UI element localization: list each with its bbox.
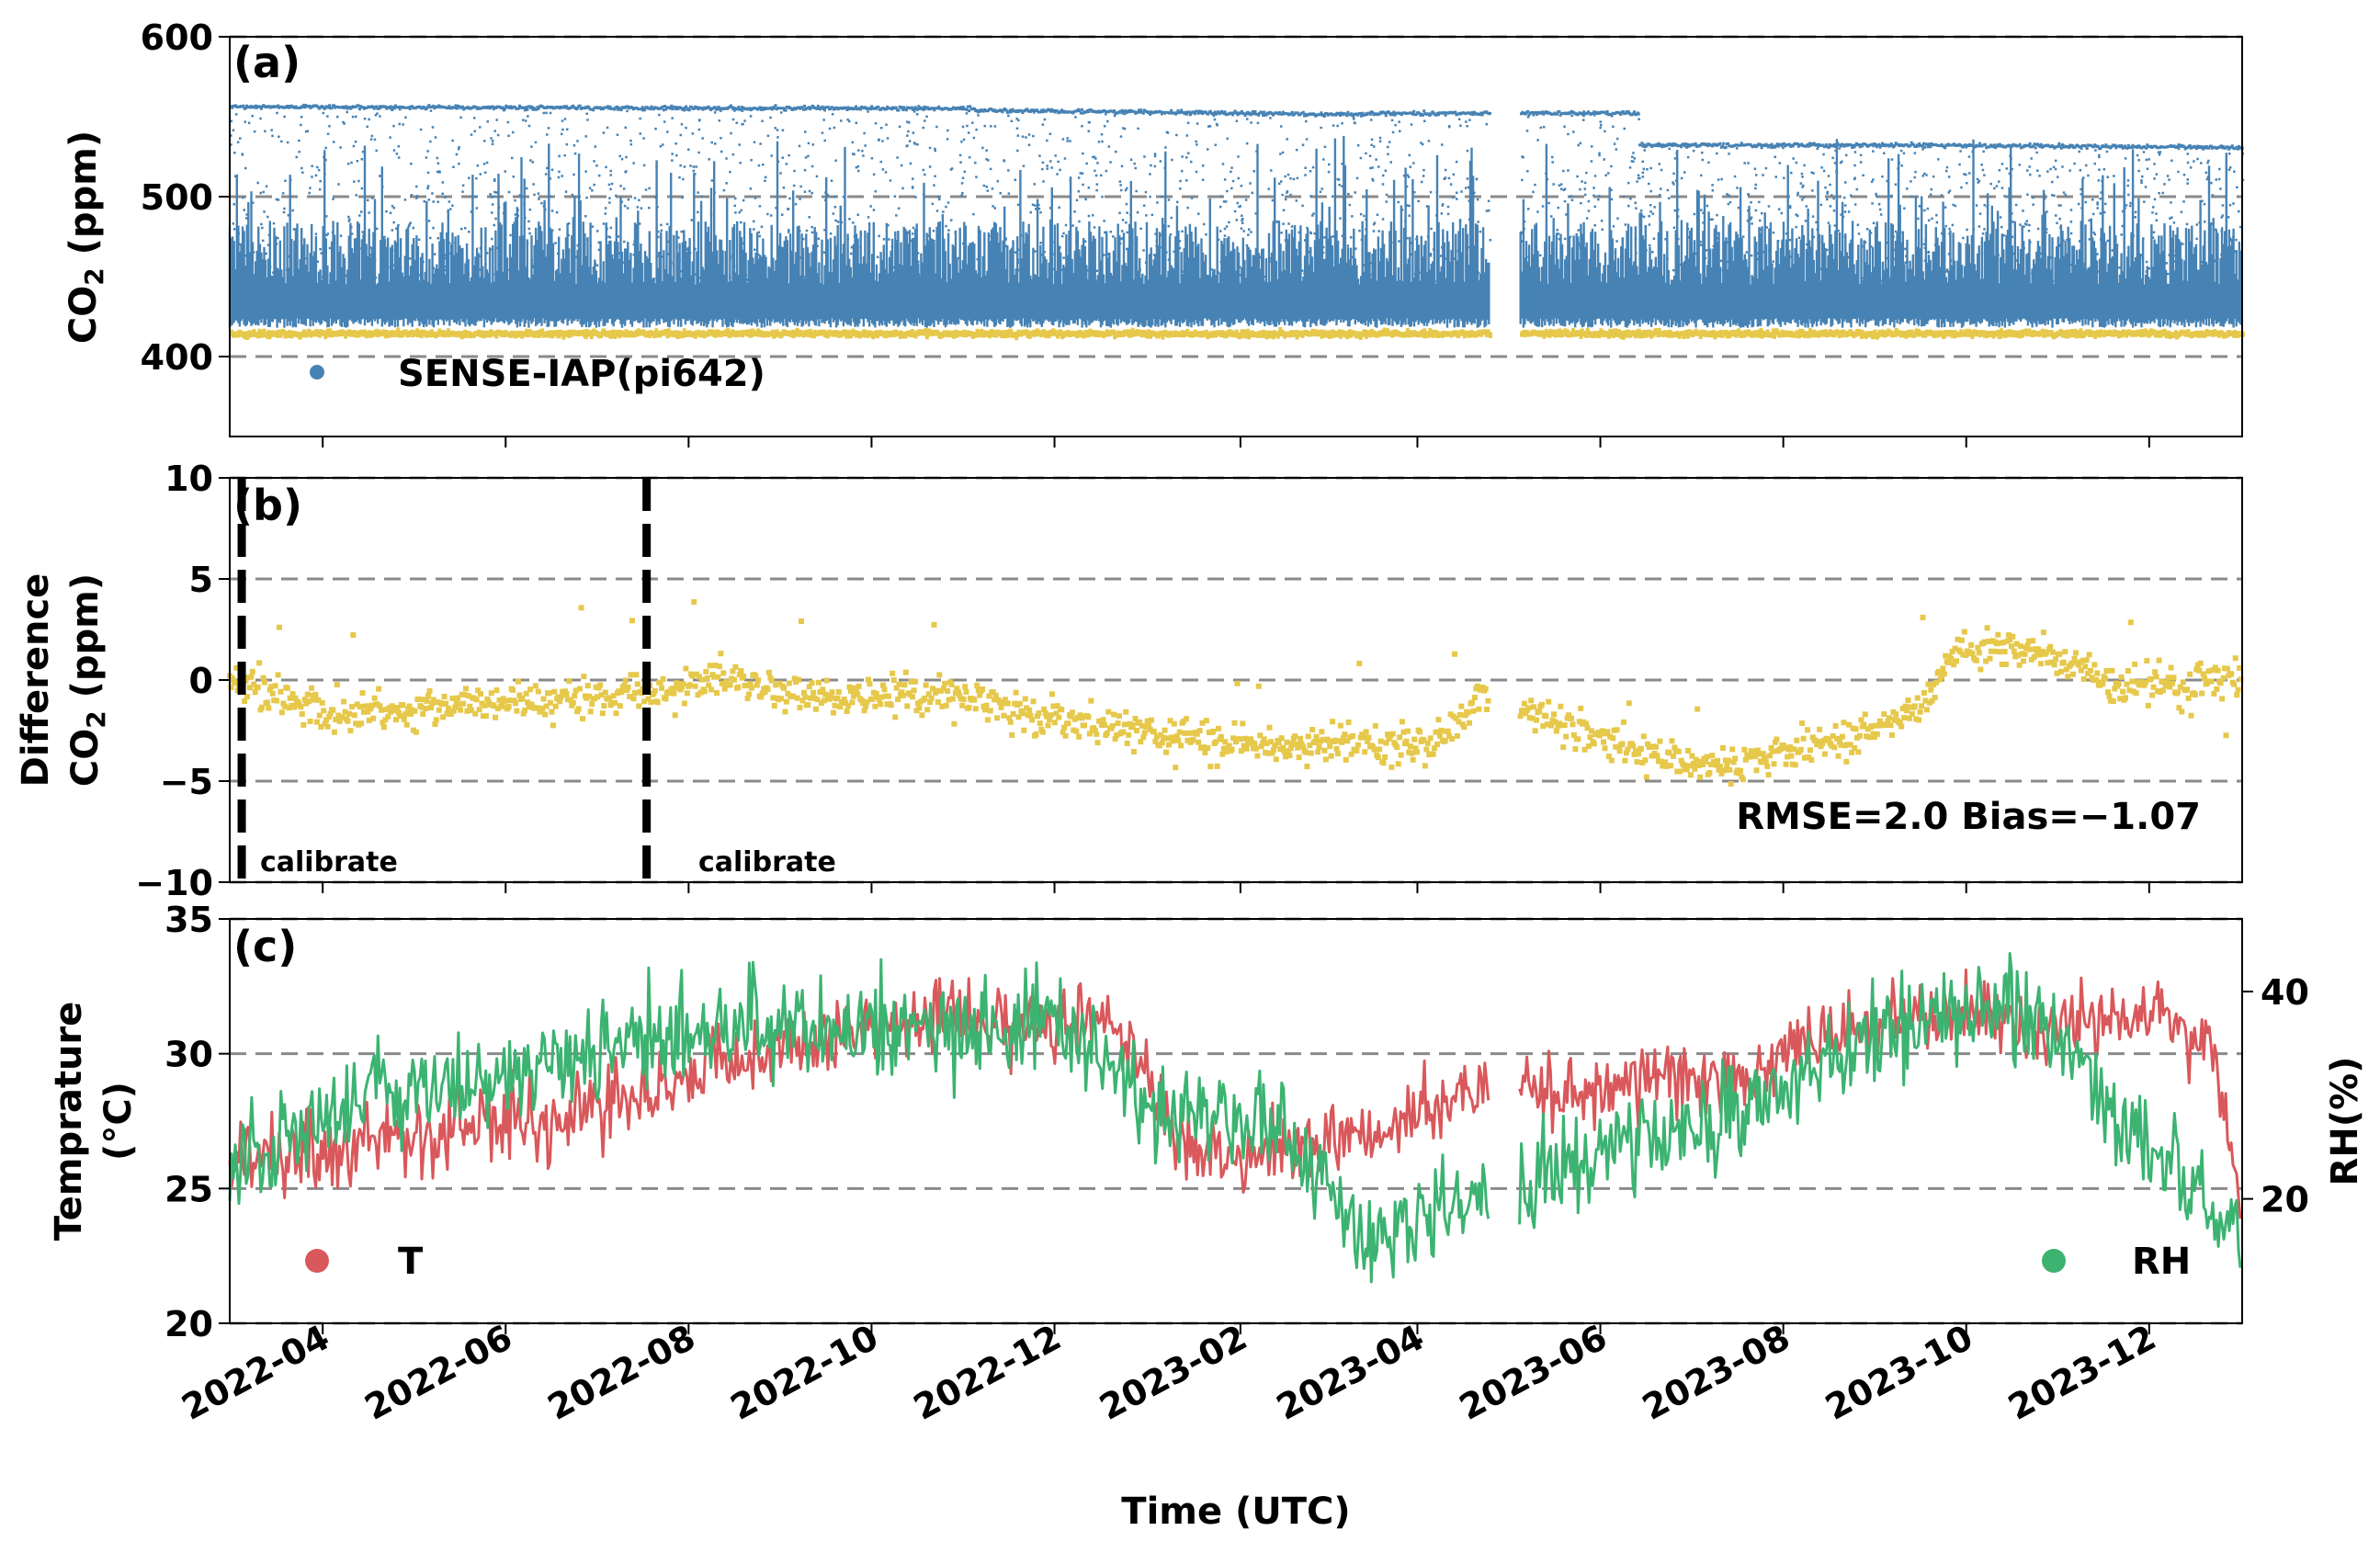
ytick-label: −10	[135, 863, 213, 903]
ytick-label: 10	[164, 459, 213, 499]
panel-b: −10 −5 0 5 10 (b) calibrate calibrate RMSE=2…	[15, 459, 2244, 903]
panel-c-xticks: 2022-04 2022-06 2022-08 2022-10 2022-12 2023-…	[176, 1317, 2162, 1428]
panel-a-xtick-marks	[322, 437, 2150, 448]
xtick-label: 2023-06	[1453, 1317, 1614, 1428]
ytick-label: 30	[164, 1035, 213, 1075]
panel-a-data	[228, 103, 2245, 341]
legend-marker-rh	[2042, 1249, 2066, 1273]
series-sense-upper	[230, 103, 2244, 151]
panel-c-ylabel-line1: Temprature	[48, 1002, 90, 1242]
panel-a-ylabel: CO2 (ppm)	[62, 130, 109, 344]
series-sense-points	[230, 106, 2245, 295]
panel-a: 400 500 600 (a) CO2 (ppm) SENSE-IAP(pi642)	[62, 17, 2245, 448]
ytick-label: 0	[189, 661, 213, 701]
xtick-label: 2023-02	[1093, 1317, 1253, 1428]
xtick-label: 2022-12	[907, 1317, 1068, 1428]
panel-c-frame	[229, 918, 2243, 1324]
ytick-label: 5	[189, 560, 213, 600]
ytick-label-right: 20	[2261, 1180, 2309, 1220]
xtick-label: 2022-06	[358, 1317, 519, 1428]
ytick-label: 500	[141, 177, 213, 218]
calibrate-label-1: calibrate	[260, 846, 398, 879]
ytick-label: 400	[141, 337, 213, 378]
panel-a-frame	[229, 36, 2243, 437]
panel-c-ylabel-line2: (°C)	[97, 1082, 140, 1161]
panel-c-label: (c)	[233, 922, 297, 971]
panel-a-background	[230, 37, 2242, 437]
stats-annotation: RMSE=2.0 Bias=−1.07	[1736, 796, 2201, 838]
xtick-label: 2023-12	[2001, 1317, 2162, 1428]
panel-a-label: (a)	[233, 38, 300, 87]
x-axis-label: Time (UTC)	[1121, 1491, 1350, 1533]
legend-label-t: T	[398, 1241, 424, 1283]
panel-a-yticks: 400 500 600	[141, 17, 230, 378]
legend-marker-sense	[310, 365, 324, 380]
xtick-label: 2022-10	[724, 1317, 885, 1428]
panel-b-ylabel-line2: CO2 (ppm)	[64, 573, 111, 787]
legend-label-sense: SENSE-IAP(pi642)	[398, 353, 765, 395]
panel-c-yticks-left: 20 25 30 35	[164, 900, 230, 1344]
ytick-label: −5	[160, 762, 213, 802]
panel-b-label: (b)	[233, 481, 302, 530]
panel-b-yticks: −10 −5 0 5 10	[135, 459, 230, 903]
panel-b-calibration-lines	[237, 478, 652, 882]
ytick-label-right: 40	[2261, 972, 2309, 1013]
panel-b-ylabel-line1: Difference	[15, 573, 57, 788]
xtick-label: 2023-08	[1636, 1317, 1796, 1428]
legend-marker-t	[305, 1249, 329, 1273]
ytick-label: 600	[141, 17, 213, 58]
calibrate-label-2: calibrate	[698, 846, 836, 879]
legend-label-rh: RH	[2132, 1241, 2191, 1283]
series-rh	[228, 952, 2242, 1284]
panel-b-xtick-marks	[322, 882, 2150, 893]
panel-c-data	[228, 952, 2242, 1284]
xtick-label: 2023-04	[1270, 1317, 1431, 1428]
series-reference	[230, 327, 2245, 341]
xtick-label: 2022-08	[541, 1317, 702, 1428]
ytick-label: 25	[164, 1169, 213, 1209]
xtick-label: 2023-10	[1819, 1317, 1979, 1428]
panel-c-ylabel-right: RH(%)	[2324, 1057, 2366, 1186]
ytick-label: 35	[164, 900, 213, 940]
ytick-label: 20	[164, 1304, 213, 1344]
